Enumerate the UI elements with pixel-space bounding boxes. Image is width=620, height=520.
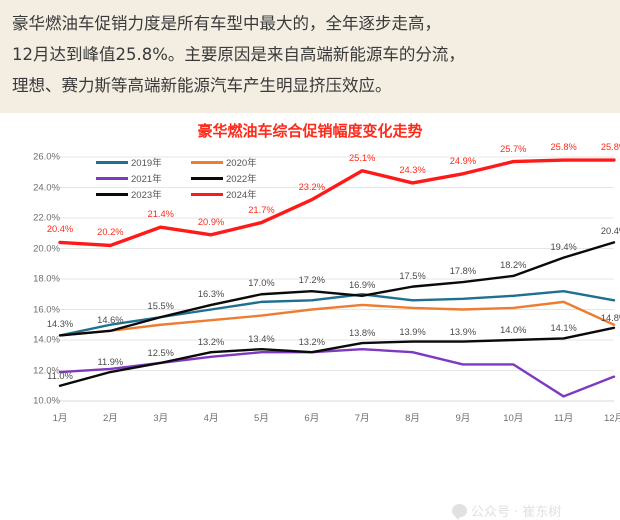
data-point-label: 20.4% (600, 226, 620, 237)
watermark-text: 公众号 · 崔东树 (471, 505, 562, 520)
data-point-label: 20.4% (46, 224, 74, 235)
data-point-label: 14.0% (500, 325, 527, 335)
data-point-label: 11.0% (47, 370, 73, 381)
data-point-label: 17.2% (298, 275, 325, 286)
legend-label-2022: 2022年 (226, 174, 257, 185)
data-point-label: 19.4% (550, 241, 577, 252)
y-axis-tick: 18.0% (33, 273, 60, 285)
y-axis-tick: 24.0% (33, 182, 60, 193)
legend-label-2024: 2024年 (226, 190, 257, 201)
data-point-label: 13.8% (348, 328, 376, 339)
header-line-2: 12月达到峰值25.8%。主要原因是来自高端新能源车的分流， (12, 45, 465, 64)
legend-row: 2023年 2024年 (96, 186, 286, 202)
data-labels-layer: 20.4% 20.2% 21.4% 20.9% 21.7% 23.2% 25.1% 24.3%… (0, 113, 620, 423)
legend-swatch-2020 (191, 160, 223, 164)
wechat-icon (452, 504, 467, 520)
data-point-label: 17.0% (248, 278, 275, 289)
legend-swatch-2022 (191, 176, 223, 180)
x-axis-tick: 8月 (405, 413, 420, 424)
chart-plot-area (58, 156, 616, 402)
legend-item-2022[interactable]: 2022年 (191, 171, 286, 185)
legend-item-2023[interactable]: 2023年 (96, 187, 191, 201)
x-axis-tick: 2月 (102, 413, 118, 424)
x-axis-tick: 7月 (354, 413, 370, 424)
chart-container: 豪华燃油车综合促销幅度变化走势 26.0% 24.0% 22.0% 20.0% 18.0… (0, 113, 620, 520)
legend-item-2024[interactable]: 2024年 (191, 187, 286, 201)
y-axis-tick: 26.0% (33, 151, 60, 163)
x-axis-tick: 10月 (503, 413, 524, 424)
x-axis-tick: 1月 (52, 413, 68, 424)
header-line-1: 豪华燃油车促销力度是所有车型中最大的，全年逐步走高， (12, 14, 441, 33)
data-point-label: 20.2% (97, 227, 124, 238)
data-point-label: 14.1% (550, 323, 577, 334)
data-point-label: 14.3% (46, 319, 74, 330)
data-point-label: 16.9% (348, 279, 376, 290)
data-point-label: 16.3% (197, 288, 225, 299)
x-axis-tick: 12月 (603, 413, 620, 424)
data-point-label: 18.2% (500, 259, 527, 270)
data-point-label: 15.5% (147, 301, 174, 312)
data-point-label: 13.2% (298, 337, 325, 348)
legend-label-2019: 2019年 (131, 158, 162, 169)
chart-legend: 2019年 2020年 2021年 2022年 (96, 154, 286, 202)
x-axis-tick: 6月 (304, 413, 320, 424)
data-point-label: 25.1% (348, 152, 376, 163)
y-axis-tick: 10.0% (33, 395, 60, 407)
legend-swatch-2024 (191, 192, 223, 196)
legend-swatch-2023 (96, 192, 128, 196)
x-axis-tick: 5月 (254, 413, 269, 424)
header-caption: 豪华燃油车促销力度是所有车型中最大的，全年逐步走高， 12月达到峰值25.8%。… (0, 0, 620, 113)
legend-label-2020: 2020年 (226, 158, 257, 169)
legend-row: 2019年 2020年 (96, 154, 286, 170)
data-point-label: 24.3% (399, 164, 426, 175)
data-point-label: 17.5% (399, 270, 426, 281)
data-point-label: 17.8% (449, 266, 477, 277)
data-point-label: 11.9% (97, 357, 124, 368)
data-point-label: 25.7% (500, 143, 527, 154)
chart-title: 豪华燃油车综合促销幅度变化走势 (197, 122, 423, 140)
x-axis-tick: 9月 (455, 413, 471, 424)
legend-label-2021: 2021年 (131, 174, 162, 185)
data-point-label: 13.4% (248, 334, 275, 345)
legend-item-2021[interactable]: 2021年 (96, 171, 191, 185)
y-axis-tick: 22.0% (33, 212, 60, 224)
data-point-label: 25.8% (600, 142, 620, 153)
data-point-label: 14.8% (600, 312, 620, 323)
x-axis-tick: 11月 (553, 413, 574, 424)
data-point-label: 13.2% (197, 337, 225, 348)
legend-swatch-2019 (96, 160, 128, 164)
data-point-label: 12.5% (147, 347, 174, 358)
data-point-label: 23.2% (298, 181, 325, 192)
data-point-label: 14.6% (97, 314, 124, 325)
header-line-3: 理想、赛力斯等高端新能源汽车产生明显挤压效应。 (12, 76, 392, 95)
data-point-label: 24.9% (449, 155, 477, 166)
y-axis-tick: 20.0% (33, 243, 60, 254)
data-point-label: 20.9% (197, 216, 225, 227)
legend-item-2020[interactable]: 2020年 (191, 155, 286, 169)
y-axis-tick: 12.0% (33, 365, 60, 376)
x-axis-labels: 1月 2月 3月 4月 5月 6月 7月 8月 9月 10月 11月 12月 (0, 113, 620, 424)
data-point-label: 13.9% (449, 326, 477, 337)
x-axis-tick: 4月 (203, 413, 219, 424)
legend-item-2019[interactable]: 2019年 (96, 155, 191, 169)
y-axis-tick: 14.0% (33, 334, 60, 346)
legend-row: 2021年 2022年 (96, 170, 286, 186)
legend-swatch-2021 (96, 176, 128, 180)
legend-label-2023: 2023年 (131, 190, 162, 201)
data-point-label: 13.9% (399, 326, 426, 337)
data-point-label: 21.4% (147, 209, 174, 220)
y-axis-tick: 16.0% (33, 304, 60, 315)
data-point-label: 25.8% (550, 142, 577, 153)
x-axis-tick: 3月 (153, 413, 169, 424)
watermark: 公众号 · 崔东树 (452, 501, 561, 520)
y-axis-labels: 26.0% 24.0% 22.0% 20.0% 18.0% 16.0% 14.0% 12.0%… (14, 113, 60, 423)
data-point-label: 21.7% (248, 204, 275, 215)
